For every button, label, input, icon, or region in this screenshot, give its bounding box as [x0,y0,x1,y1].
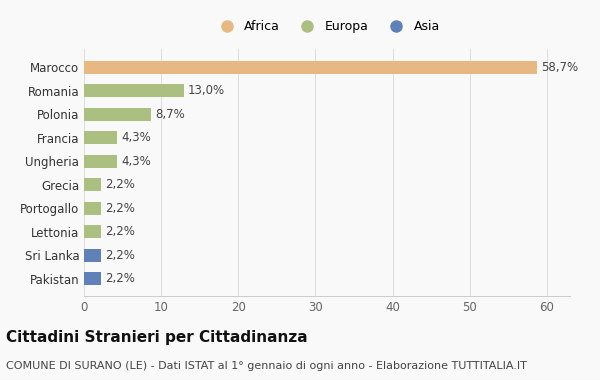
Text: 2,2%: 2,2% [105,202,135,215]
Text: COMUNE DI SURANO (LE) - Dati ISTAT al 1° gennaio di ogni anno - Elaborazione TUT: COMUNE DI SURANO (LE) - Dati ISTAT al 1°… [6,361,527,370]
Bar [84,84,184,97]
Bar [84,225,101,238]
Bar [84,131,117,144]
Text: 2,2%: 2,2% [105,225,135,238]
Text: Cittadini Stranieri per Cittadinanza: Cittadini Stranieri per Cittadinanza [6,330,308,345]
Legend: Africa, Europa, Asia: Africa, Europa, Asia [210,16,444,36]
Text: 2,2%: 2,2% [105,249,135,262]
Text: 2,2%: 2,2% [105,272,135,285]
Text: 13,0%: 13,0% [188,84,225,97]
Bar [84,178,101,191]
Text: 4,3%: 4,3% [121,155,151,168]
Text: 2,2%: 2,2% [105,178,135,191]
Bar [84,249,101,262]
Text: 58,7%: 58,7% [541,60,578,74]
Bar [84,155,117,168]
Text: 4,3%: 4,3% [121,131,151,144]
Bar [84,61,537,74]
Bar [84,202,101,215]
Text: 8,7%: 8,7% [155,108,185,120]
Bar [84,108,151,120]
Bar [84,272,101,285]
